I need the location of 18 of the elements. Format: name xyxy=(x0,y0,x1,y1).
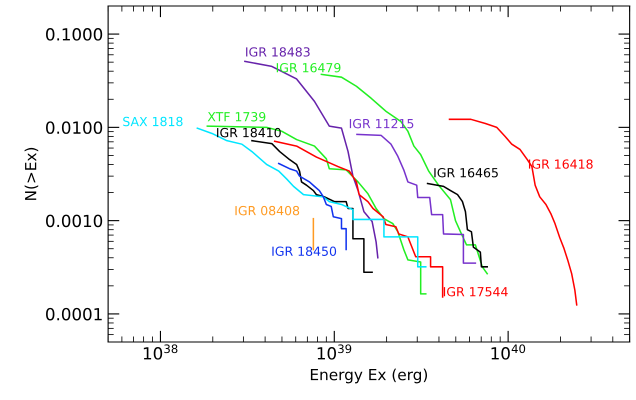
series-label: XTF 1739 xyxy=(208,112,266,122)
series-label: IGR 18410 xyxy=(217,128,281,138)
series-label: SAX 1818 xyxy=(123,116,183,126)
y-tick-label: 0.0100 xyxy=(46,121,102,134)
series-label: IGR 18450 xyxy=(272,246,336,256)
x-tick-label: 10$^{40}$ xyxy=(492,344,526,360)
x-tick-label: 10$^{38}$ xyxy=(144,344,178,360)
series-label: IGR 16465 xyxy=(434,168,498,178)
y-axis-title: N(>Ex) xyxy=(24,148,38,200)
y-tick-label: 0.1000 xyxy=(46,28,102,41)
y-tick-label: 0.0001 xyxy=(46,308,102,320)
series-label: IGR 08408 xyxy=(235,206,300,216)
series-label: IGR 17544 xyxy=(444,286,508,296)
series-label: IGR 16479 xyxy=(276,62,340,72)
y-tick-label: 0.0010 xyxy=(46,214,102,228)
x-tick-label: 10$^{39}$ xyxy=(318,344,352,360)
series-label: IGR 18483 xyxy=(246,47,310,57)
x-axis-title: Energy Ex (erg) xyxy=(310,368,428,384)
